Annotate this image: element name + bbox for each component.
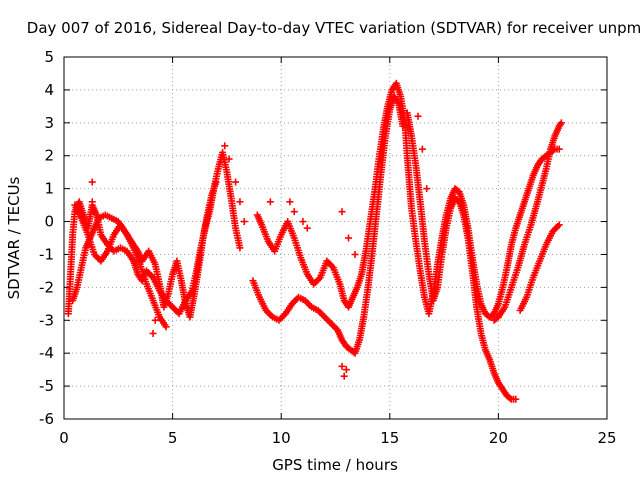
data-point (557, 119, 565, 127)
data-point (324, 316, 332, 324)
data-point (329, 321, 337, 329)
data-point (236, 244, 244, 252)
data-point (351, 250, 359, 258)
data-point (317, 310, 325, 318)
data-points (64, 79, 565, 403)
data-point (172, 306, 180, 314)
data-point (232, 178, 240, 186)
data-point (345, 234, 353, 242)
data-point (304, 300, 312, 308)
y-tick-label: -2 (39, 278, 54, 296)
y-tick-label: 1 (44, 180, 54, 198)
data-point (327, 320, 335, 328)
data-point (338, 208, 346, 216)
data-point (555, 145, 563, 153)
y-tick-label: -4 (39, 344, 54, 362)
y-tick-label: -6 (39, 410, 54, 428)
data-point (286, 198, 294, 206)
data-point (313, 277, 321, 285)
data-point (322, 315, 330, 323)
data-point (225, 155, 233, 163)
data-point (265, 310, 273, 318)
x-tick-label: 15 (380, 429, 399, 447)
y-axis-label: SDTVAR / TECUs (5, 176, 23, 299)
data-point (303, 224, 311, 232)
data-point (299, 218, 307, 226)
data-point (149, 329, 157, 337)
x-tick-label: 10 (272, 429, 291, 447)
data-point (266, 198, 274, 206)
data-point (555, 221, 563, 229)
data-point (236, 198, 244, 206)
data-point (418, 145, 426, 153)
chart-title: Day 007 of 2016, Sidereal Day-to-day VTE… (27, 19, 640, 37)
y-tick-label: 2 (44, 147, 54, 165)
y-tick-label: 4 (44, 81, 54, 99)
data-point (319, 311, 327, 319)
data-point (212, 178, 220, 186)
data-point (321, 313, 329, 321)
plot-frame (63, 56, 608, 420)
data-point (340, 372, 348, 380)
y-tick-label: 0 (44, 213, 54, 231)
data-point (342, 366, 350, 374)
x-tick-label: 20 (489, 429, 508, 447)
x-tick-label: 5 (168, 429, 178, 447)
data-point (240, 218, 248, 226)
x-axis-label: GPS time / hours (272, 456, 398, 474)
data-point (326, 318, 334, 326)
data-point (88, 198, 96, 206)
data-point (221, 142, 229, 150)
data-point (151, 316, 159, 324)
y-tick-label: -3 (39, 311, 54, 329)
y-tick-label: 3 (44, 114, 54, 132)
y-tick-label: 5 (44, 48, 54, 66)
y-tick-label: -1 (39, 245, 54, 263)
x-tick-label: 0 (59, 429, 69, 447)
data-point (162, 323, 170, 331)
data-point (552, 224, 560, 232)
data-point (338, 362, 346, 370)
x-tick-label: 25 (597, 429, 616, 447)
data-point (506, 394, 514, 402)
data-point (326, 260, 334, 268)
data-point (554, 222, 562, 230)
data-point (170, 305, 178, 313)
y-tick-label: -5 (39, 377, 54, 395)
data-point (330, 323, 338, 331)
data-point (423, 185, 431, 193)
data-point (169, 303, 177, 311)
x-tick-labels: 0 5 10 15 20 25 (59, 429, 616, 447)
data-point (290, 208, 298, 216)
data-point (88, 178, 96, 186)
data-point (414, 112, 422, 120)
y-tick-labels: 5 4 3 2 1 0 -1 -2 -3 -4 -5 -6 (39, 48, 54, 428)
data-point (277, 315, 285, 323)
data-point (512, 395, 520, 403)
